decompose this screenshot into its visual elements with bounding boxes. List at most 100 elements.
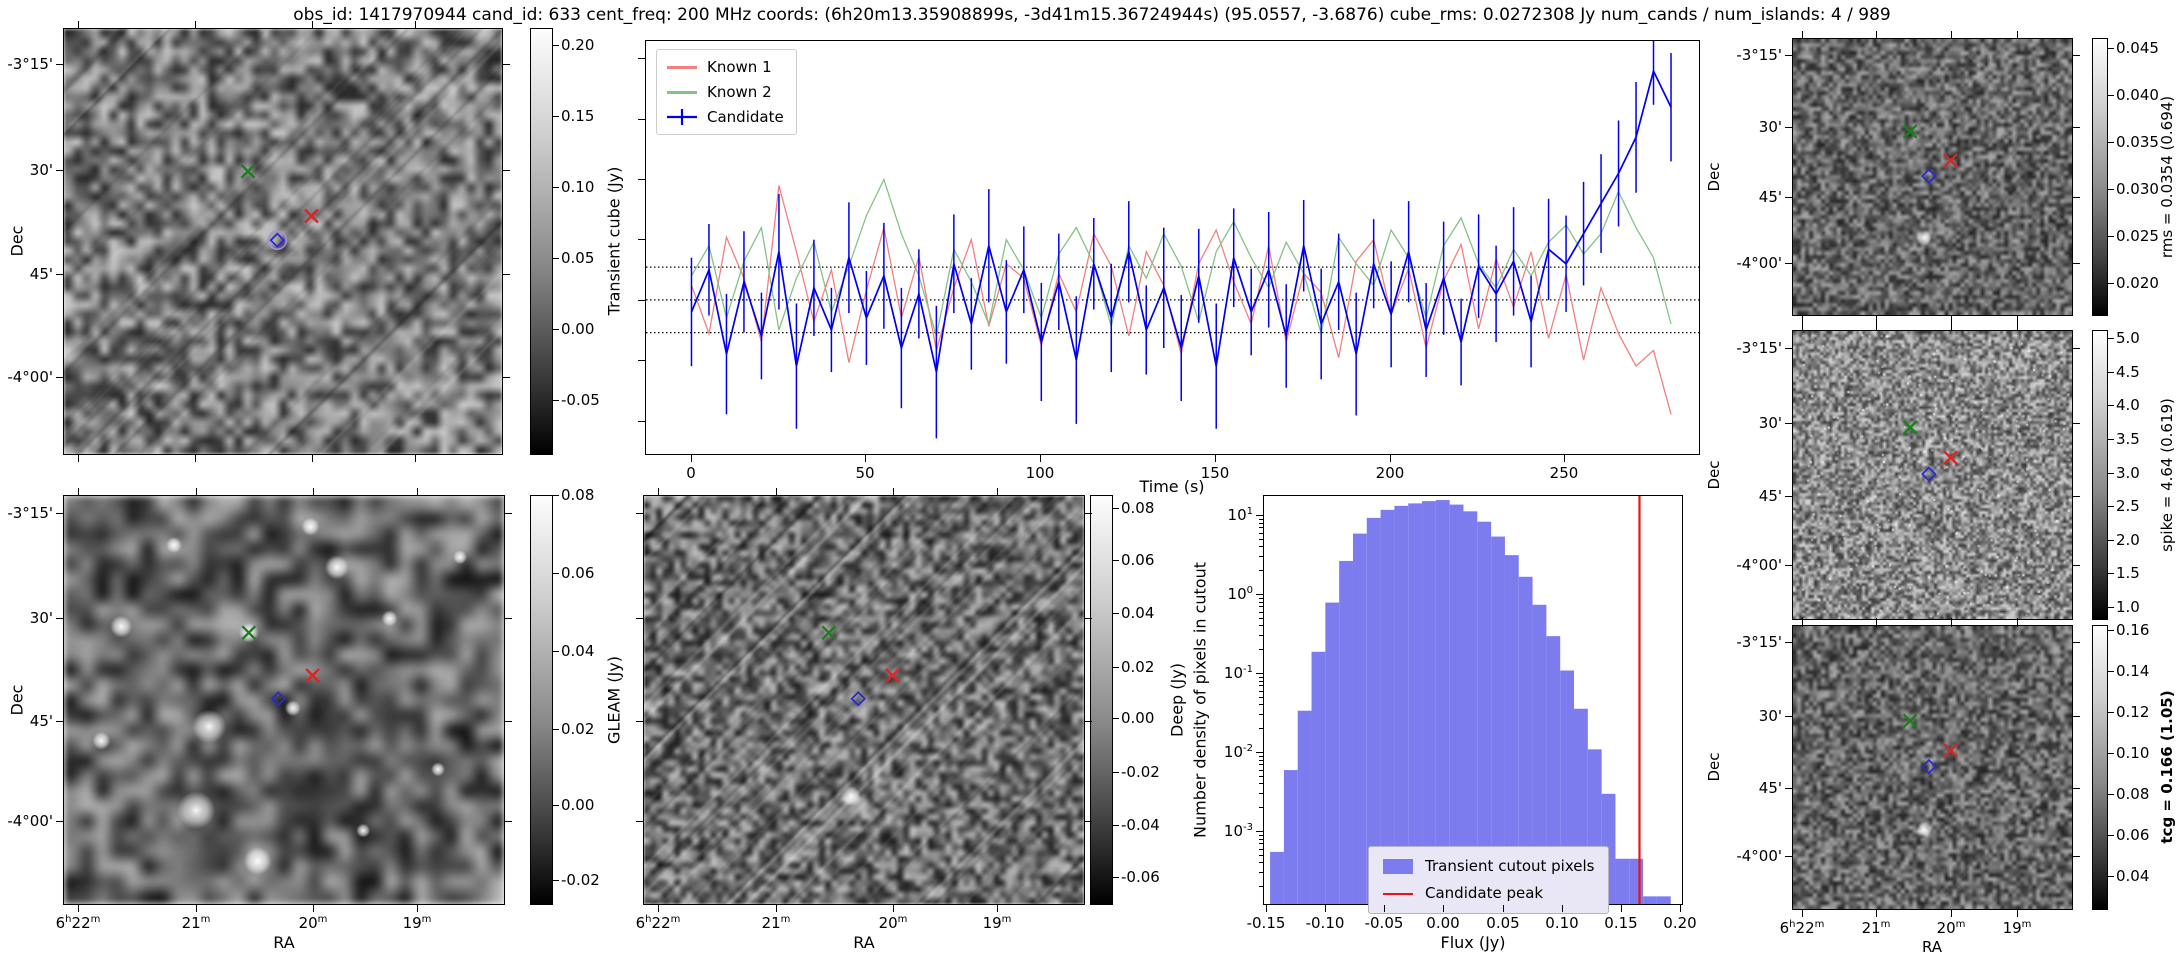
tick-label: 0.00 <box>1426 914 1459 932</box>
tick-mark <box>505 618 512 619</box>
tick-mark <box>2017 910 2018 917</box>
tick-label: 10-1 <box>1224 664 1253 682</box>
tick-mark <box>638 421 645 422</box>
known-2-position <box>1904 714 1917 727</box>
legend-item-candidate-peak: Candidate peak <box>1383 880 1594 907</box>
tick-mark <box>1876 910 1877 917</box>
tick-mark <box>2108 405 2114 406</box>
colorbar-tick-label: 1.5 <box>2116 564 2140 582</box>
known-1-position <box>1944 744 1957 757</box>
spike-cutout <box>1792 330 2073 620</box>
tick-label: 6h22m <box>56 914 101 932</box>
tick-label: 45' <box>1759 779 1782 797</box>
known-2-position <box>822 626 835 639</box>
rms-colorbar <box>2092 38 2108 316</box>
tick-mark <box>2108 283 2114 284</box>
tick-mark <box>1259 783 1263 784</box>
tick-mark <box>1259 519 1263 520</box>
candidate-errorbar-swatch <box>667 108 697 126</box>
tick-label: 30' <box>30 161 53 179</box>
tick-mark <box>2108 372 2114 373</box>
tick-label: -3°15' <box>1736 633 1782 651</box>
tick-mark <box>2108 876 2114 877</box>
tick-label: 20m <box>1937 919 1966 937</box>
tick-mark <box>2108 236 2114 237</box>
light-curve-series <box>646 41 1699 454</box>
flux-axis-label: Flux (Jy) <box>1440 933 1505 952</box>
tick-mark <box>1802 910 1803 917</box>
colorbar-tick-label: 0.12 <box>2116 703 2149 721</box>
tick-label: -4°00' <box>1736 556 1782 574</box>
colorbar-tick-label: -0.02 <box>561 871 600 889</box>
tick-mark <box>1085 721 1092 722</box>
known-2-position <box>241 165 254 178</box>
histogram-bar <box>1325 603 1339 904</box>
tick-mark <box>1259 570 1263 571</box>
tick-label: 0.20 <box>1663 914 1696 932</box>
spike-colorbar <box>2092 330 2108 620</box>
tick-mark <box>553 729 559 730</box>
tick-label: -4°00' <box>1736 254 1782 272</box>
tick-mark <box>1259 527 1263 528</box>
tick-label: 10-2 <box>1224 743 1253 761</box>
tick-mark <box>56 170 63 171</box>
tick-mark <box>1802 316 1803 323</box>
tick-mark <box>2017 316 2018 323</box>
tcg-cutout <box>1792 625 2073 910</box>
gleam-cutout <box>63 495 505 905</box>
transient-colorbar <box>530 28 553 455</box>
tick-mark <box>1785 788 1792 789</box>
tick-mark <box>2108 142 2114 143</box>
tick-mark <box>2108 835 2114 836</box>
tick-mark <box>2108 473 2114 474</box>
tick-mark <box>1259 835 1263 836</box>
tick-label: 100 <box>1228 585 1253 603</box>
histogram-bar <box>1298 711 1312 904</box>
tick-mark <box>1443 905 1444 912</box>
histogram-bar <box>1436 500 1450 904</box>
tick-label: 10-3 <box>1224 822 1253 840</box>
tick-mark <box>1256 515 1263 516</box>
tick-mark <box>893 488 894 495</box>
tick-mark <box>415 21 416 28</box>
tick-mark <box>776 905 777 912</box>
tick-mark <box>2073 197 2080 198</box>
tick-mark <box>636 513 643 514</box>
tick-mark <box>776 488 777 495</box>
tick-mark <box>1951 618 1952 625</box>
colorbar-tick-label: 0.16 <box>2116 621 2149 639</box>
tick-mark <box>2108 439 2114 440</box>
tick-mark <box>1802 31 1803 38</box>
source-markers <box>64 29 502 454</box>
legend-label-known1: Known 1 <box>707 55 772 80</box>
tick-mark <box>1256 752 1263 753</box>
tick-mark <box>1876 316 1877 323</box>
tick-mark <box>2073 263 2080 264</box>
tick-label: 0.10 <box>1545 914 1578 932</box>
tick-label: 101 <box>1228 506 1253 524</box>
tick-mark <box>1564 455 1565 462</box>
known2-line-swatch <box>667 91 697 94</box>
tick-mark <box>56 618 63 619</box>
tick-mark <box>78 488 79 495</box>
tick-mark <box>1113 560 1119 561</box>
tick-mark <box>553 880 559 881</box>
tick-mark <box>1259 691 1263 692</box>
tick-mark <box>2017 618 2018 625</box>
transient-colorbar-label: Transient cube (Jy) <box>605 167 624 316</box>
tick-mark <box>1951 323 1952 330</box>
tick-mark <box>865 455 866 462</box>
colorbar-tick-label: 0.02 <box>561 720 594 738</box>
tick-mark <box>1040 455 1041 462</box>
dec-axis-label: Dec <box>1705 460 1723 489</box>
tick-mark <box>553 400 559 401</box>
tick-mark <box>1113 825 1119 826</box>
colorbar-tick-label: 0.045 <box>2116 39 2159 57</box>
tick-mark <box>312 21 313 28</box>
tick-label: -4°00' <box>7 812 53 830</box>
source-markers <box>644 496 1084 904</box>
tick-mark <box>1785 127 1792 128</box>
tick-mark <box>1951 31 1952 38</box>
tick-mark <box>638 300 645 301</box>
colorbar-tick-label: 0.20 <box>561 36 594 54</box>
